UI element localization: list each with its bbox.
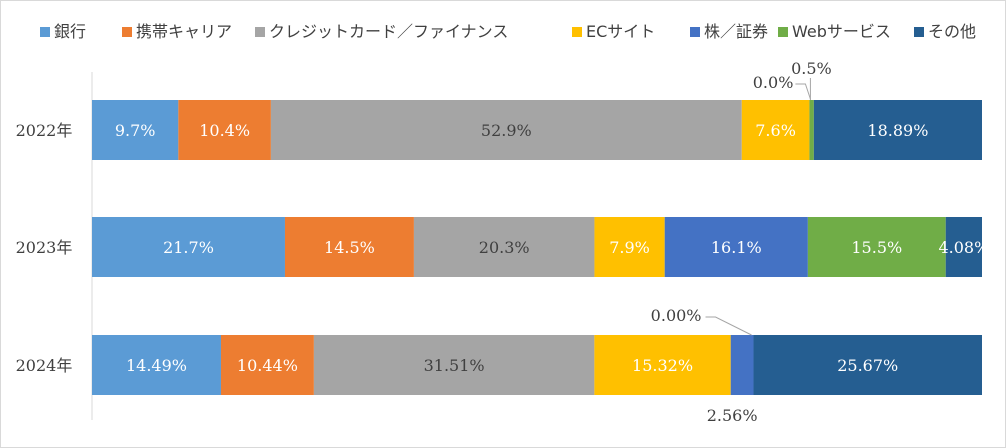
bar-segment — [807, 217, 946, 277]
leader-line — [795, 83, 811, 100]
data-label: 2.56% — [707, 406, 758, 425]
data-label: 9.7% — [115, 121, 156, 140]
category-label: 2023年 — [16, 238, 73, 257]
data-label: 7.6% — [755, 121, 796, 140]
category-label: 2022年 — [16, 121, 73, 140]
bar-segment — [284, 217, 414, 277]
legend-item: 銀行 — [40, 20, 86, 44]
data-label: 0.00% — [651, 306, 702, 325]
data-label: 0.0% — [753, 73, 794, 92]
legend-item: ECサイト — [572, 20, 655, 44]
bar-segment — [92, 100, 179, 160]
legend-label: その他 — [928, 22, 977, 41]
legend-label: 携帯キャリア — [136, 22, 233, 41]
bar-segment — [178, 100, 271, 160]
chart-legend: 銀行 携帯キャリア クレジットカード／ファイナンス ECサイト 株／証券 Webサービス そ… — [0, 20, 1006, 44]
data-label: 15.5% — [851, 238, 902, 257]
data-label: 25.67% — [837, 356, 898, 375]
data-label: 14.5% — [324, 238, 375, 257]
data-label: 20.3% — [479, 238, 530, 257]
data-label: 14.49% — [126, 356, 187, 375]
bar-segment — [945, 217, 982, 277]
legend-item: その他 — [914, 20, 976, 44]
bar-segment — [594, 217, 665, 277]
data-label: 52.9% — [481, 121, 532, 140]
legend-label: 株／証券 — [704, 22, 769, 41]
bar-segment — [594, 335, 731, 395]
legend-item: 携帯キャリア — [122, 20, 232, 44]
bar-segment — [813, 100, 982, 160]
legend-label: ECサイト — [586, 22, 656, 41]
bar-segment — [92, 335, 221, 395]
bar-segment — [413, 217, 595, 277]
data-label: 0.5% — [791, 59, 832, 78]
legend-item: 株／証券 — [690, 20, 768, 44]
bar-segment — [753, 335, 982, 395]
legend-item: クレジットカード／ファイナンス — [255, 20, 508, 44]
legend-label: クレジットカード／ファイナンス — [269, 22, 509, 41]
legend-swatch — [122, 26, 132, 37]
legend-item: Webサービス — [778, 20, 891, 44]
data-label: 15.32% — [632, 356, 693, 375]
data-label: 10.44% — [237, 356, 298, 375]
legend-swatch — [572, 26, 582, 37]
legend-swatch — [255, 26, 265, 37]
legend-swatch — [914, 26, 924, 37]
legend-label: Webサービス — [792, 22, 891, 41]
bar-segment — [270, 100, 742, 160]
data-label: 21.7% — [163, 238, 214, 257]
legend-swatch — [40, 26, 50, 37]
bar-segment — [809, 100, 814, 160]
category-label: 2024年 — [16, 356, 73, 375]
data-label: 31.51% — [424, 356, 485, 375]
data-label: 10.4% — [199, 121, 250, 140]
leader-line — [705, 316, 752, 336]
data-label: 18.89% — [867, 121, 928, 140]
data-label: 16.1% — [711, 238, 762, 257]
bar-segment — [664, 217, 808, 277]
legend-swatch — [778, 26, 788, 37]
bar-segment — [92, 217, 285, 277]
data-label: 4.08% — [938, 238, 989, 257]
data-label: 7.9% — [609, 238, 650, 257]
bar-segment — [313, 335, 595, 395]
bar-segment — [220, 335, 314, 395]
bar-segment — [741, 100, 810, 160]
legend-swatch — [690, 26, 700, 37]
legend-label: 銀行 — [54, 22, 87, 41]
bar-segment — [730, 335, 754, 395]
